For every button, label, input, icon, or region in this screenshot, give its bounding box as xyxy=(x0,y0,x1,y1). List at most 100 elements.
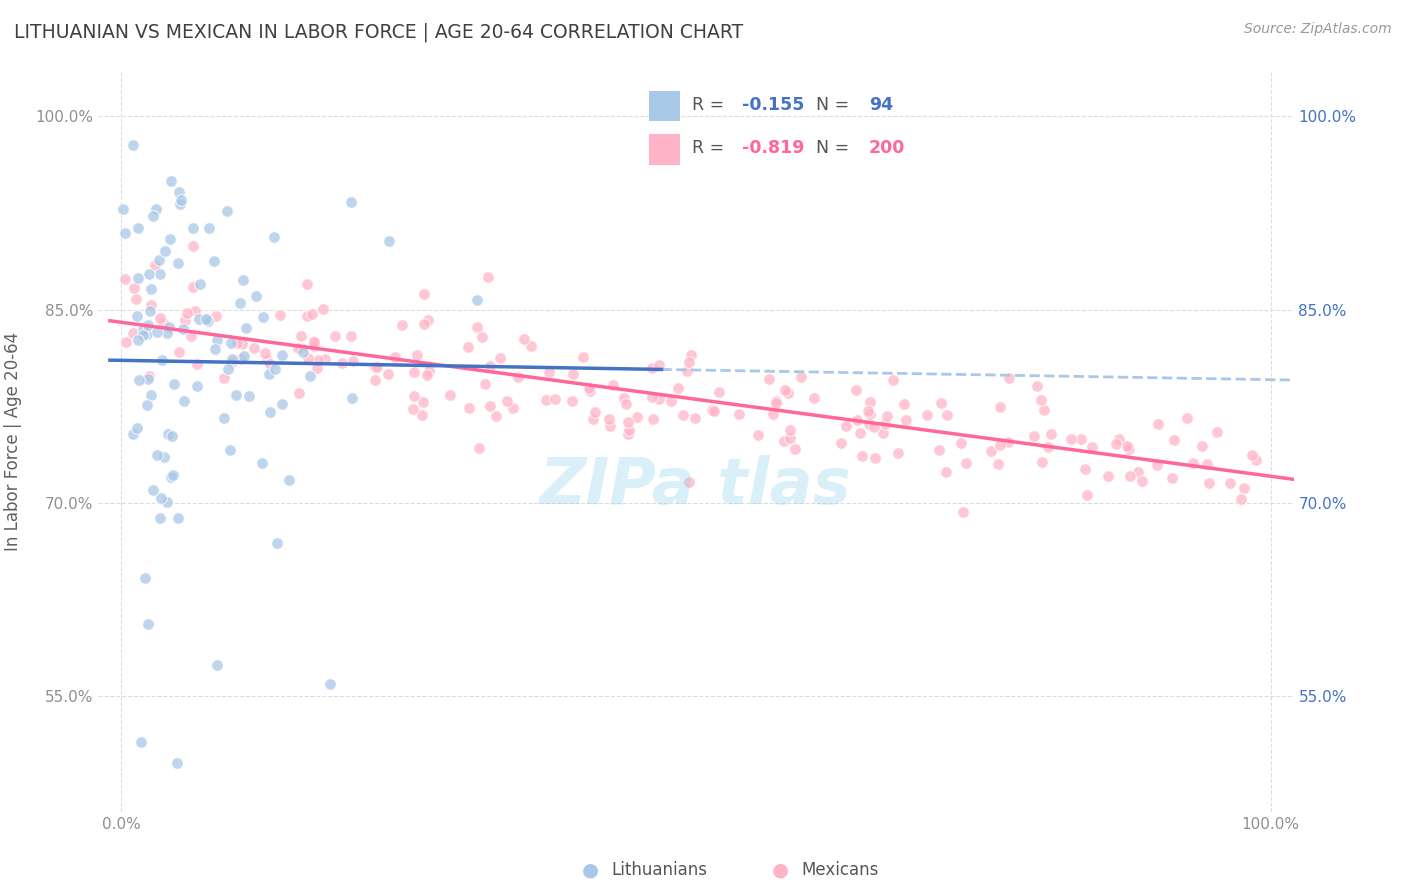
Point xyxy=(252,310,274,325)
Point xyxy=(207,334,229,348)
Point xyxy=(1040,426,1063,441)
Point xyxy=(259,405,281,419)
Point xyxy=(413,317,436,331)
Point xyxy=(1198,476,1220,491)
Point xyxy=(146,448,169,462)
Point xyxy=(858,404,880,418)
Point xyxy=(197,314,219,328)
Point xyxy=(418,364,440,378)
Point xyxy=(648,392,671,406)
Text: 94: 94 xyxy=(869,96,893,114)
Point xyxy=(676,363,699,377)
Point xyxy=(401,401,423,416)
Point xyxy=(132,327,155,342)
Point xyxy=(468,441,491,455)
Point xyxy=(297,351,319,365)
Point xyxy=(471,330,494,344)
Point xyxy=(136,371,159,385)
Point xyxy=(156,326,179,340)
Point xyxy=(1246,453,1268,467)
Point xyxy=(114,227,136,241)
Point xyxy=(232,273,254,287)
Point xyxy=(893,396,915,410)
Point xyxy=(666,381,689,395)
Point xyxy=(772,434,794,448)
Point xyxy=(364,373,387,387)
Point xyxy=(1024,429,1046,443)
Point xyxy=(640,360,662,375)
Point xyxy=(685,411,707,425)
Point xyxy=(1105,436,1128,450)
Point xyxy=(172,322,194,336)
Point xyxy=(599,419,621,434)
Point xyxy=(231,337,253,351)
Point xyxy=(174,313,197,327)
Text: Lithuanians: Lithuanians xyxy=(612,861,707,879)
Point xyxy=(765,394,787,409)
Point xyxy=(139,282,162,296)
Point xyxy=(863,420,886,434)
Point xyxy=(872,425,894,440)
Point xyxy=(263,362,285,376)
Point xyxy=(138,267,160,281)
Point xyxy=(159,232,181,246)
Point xyxy=(156,495,179,509)
Point xyxy=(166,756,188,770)
Point xyxy=(929,396,952,410)
Point xyxy=(561,394,583,409)
Point xyxy=(513,333,536,347)
Point xyxy=(502,401,524,416)
Point xyxy=(544,392,567,406)
Point xyxy=(834,419,856,434)
Point xyxy=(125,292,148,306)
Point xyxy=(256,352,278,367)
Point xyxy=(259,357,281,371)
Point xyxy=(1031,455,1053,469)
Point xyxy=(950,436,973,450)
Point xyxy=(307,361,329,376)
Point xyxy=(915,408,938,422)
Point xyxy=(779,431,801,445)
Point xyxy=(181,279,204,293)
Point xyxy=(366,359,388,374)
Point xyxy=(271,397,294,411)
Point xyxy=(198,220,221,235)
Point xyxy=(186,378,208,392)
Point xyxy=(148,252,170,267)
Point xyxy=(287,341,309,355)
Point xyxy=(659,394,682,409)
Point xyxy=(139,388,162,402)
Point xyxy=(290,341,312,355)
Point xyxy=(207,658,229,673)
Y-axis label: In Labor Force | Age 20-64: In Labor Force | Age 20-64 xyxy=(4,332,21,551)
Point xyxy=(136,318,159,332)
Point xyxy=(474,376,496,391)
Point xyxy=(290,329,312,343)
Point xyxy=(579,384,602,398)
Point xyxy=(132,322,155,336)
Point xyxy=(952,505,974,519)
Point xyxy=(181,238,204,252)
Point xyxy=(157,319,180,334)
Point xyxy=(1025,379,1047,393)
Point xyxy=(894,413,917,427)
Point xyxy=(935,409,957,423)
Point xyxy=(467,319,489,334)
Point xyxy=(138,369,160,384)
Point xyxy=(641,390,664,404)
Point xyxy=(304,338,326,352)
Point xyxy=(519,339,541,353)
Text: Source: ZipAtlas.com: Source: ZipAtlas.com xyxy=(1244,22,1392,37)
Point xyxy=(226,335,249,350)
Point xyxy=(803,391,825,405)
Point xyxy=(152,450,174,464)
Point xyxy=(626,409,648,424)
Point xyxy=(136,327,159,342)
Point xyxy=(384,350,406,364)
Point xyxy=(127,271,149,285)
Point xyxy=(416,368,439,382)
Point xyxy=(238,389,260,403)
Point xyxy=(778,385,800,400)
Point xyxy=(506,370,529,384)
Point xyxy=(775,384,797,398)
